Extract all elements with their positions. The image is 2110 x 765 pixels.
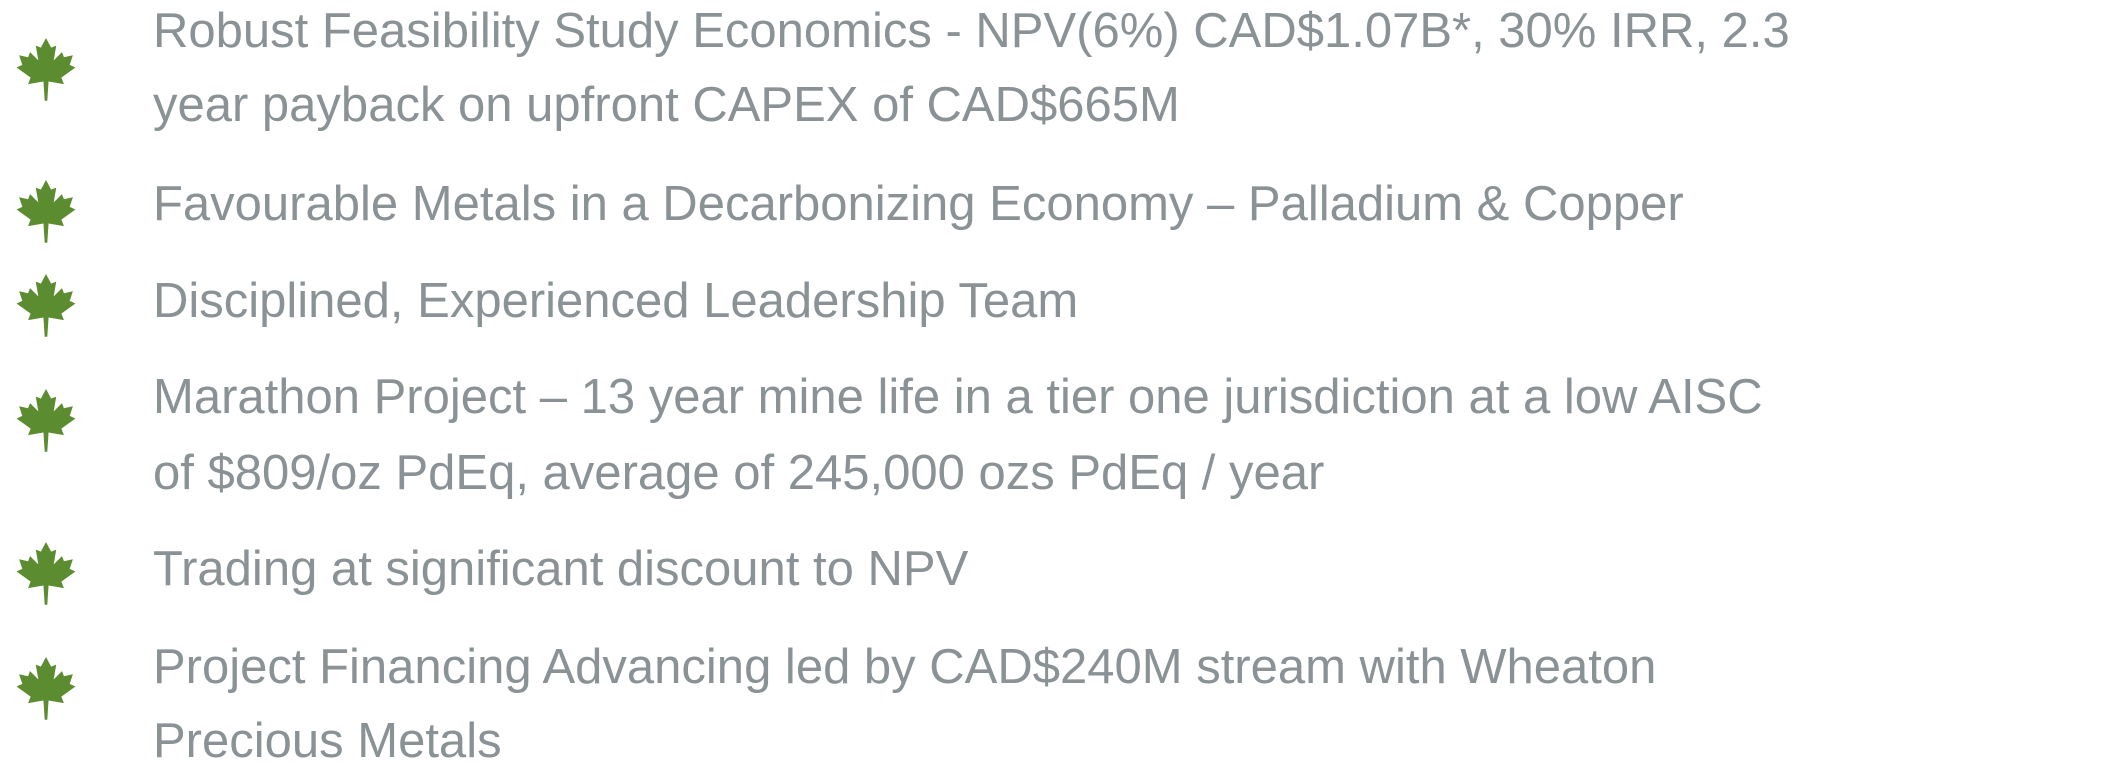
maple-leaf-bullet — [16, 542, 76, 605]
bullet-text: Project Financing Advancing led by CAD$2… — [153, 640, 1656, 694]
maple-leaf-bullet — [16, 657, 76, 720]
bullet-text: Robust Feasibility Study Economics - NPV… — [153, 4, 1790, 58]
bullet-text: Trading at significant discount to NPV — [153, 542, 969, 596]
bullet-text: of $809/oz PdEq, average of 245,000 ozs … — [153, 446, 1324, 500]
bullet-text: year payback on upfront CAPEX of CAD$665… — [153, 78, 1180, 132]
maple-leaf-bullet — [16, 274, 76, 337]
maple-leaf-bullet — [16, 389, 76, 452]
bullet-text: Disciplined, Experienced Leadership Team — [153, 274, 1078, 328]
bullet-text: Marathon Project – 13 year mine life in … — [153, 370, 1763, 424]
bullet-text: Precious Metals — [153, 714, 502, 765]
maple-leaf-bullet — [16, 180, 76, 243]
bullet-text: Favourable Metals in a Decarbonizing Eco… — [153, 177, 1684, 231]
maple-leaf-bullet — [16, 38, 76, 101]
